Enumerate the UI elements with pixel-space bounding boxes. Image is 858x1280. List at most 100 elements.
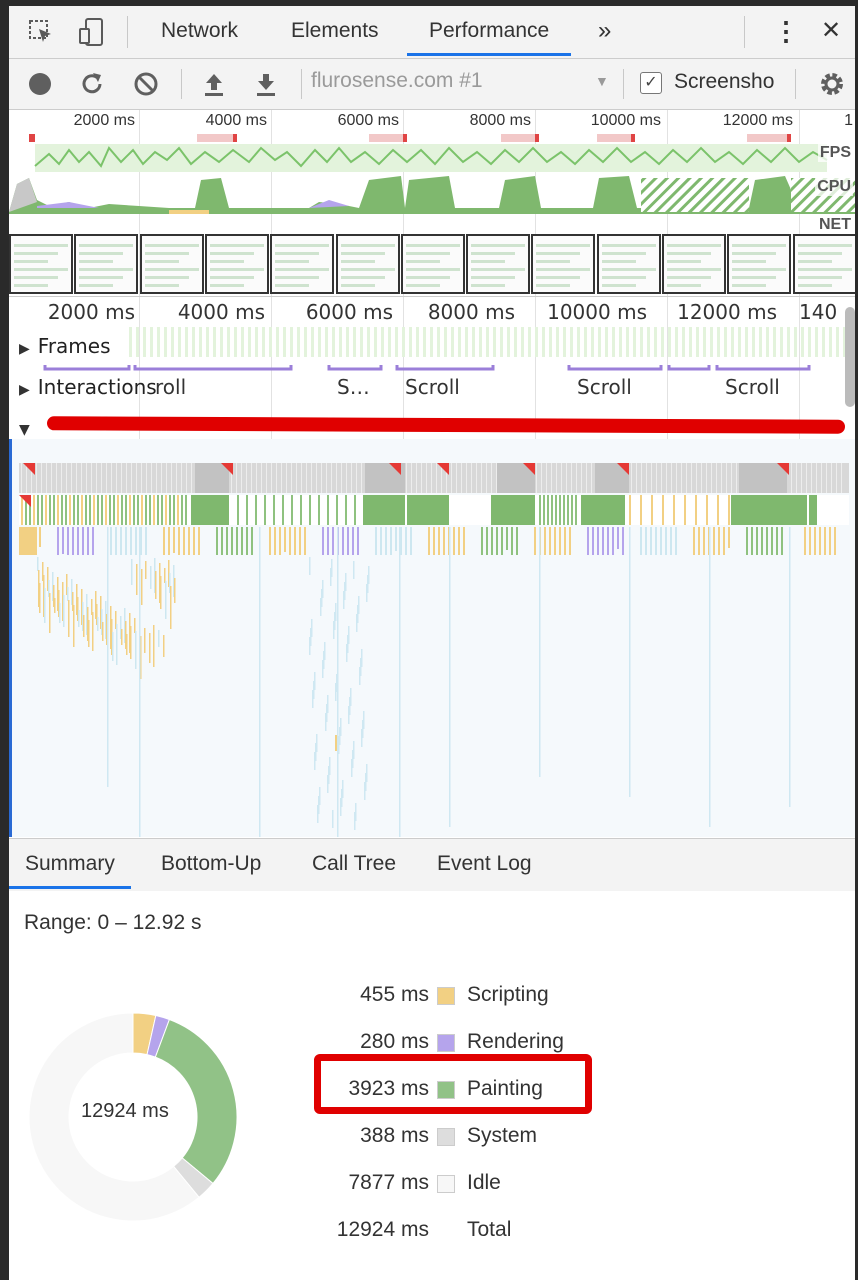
task-divider: [66, 463, 67, 493]
paint-block: [407, 495, 449, 525]
tab-performance[interactable]: Performance: [407, 6, 572, 56]
frame-bar: [318, 327, 321, 357]
load-profile-icon[interactable]: [197, 67, 231, 101]
paint-event: [117, 495, 119, 525]
inspect-icon[interactable]: [23, 14, 59, 50]
screenshot-thumbnail[interactable]: [335, 234, 400, 294]
task-divider: [826, 463, 827, 493]
frame-bar: [353, 327, 356, 357]
screenshots-checkbox[interactable]: ✓: [640, 72, 662, 94]
paint-event: [41, 495, 43, 525]
trace-event: [350, 688, 352, 706]
frame-bar: [563, 327, 566, 357]
tab-bottom-up[interactable]: Bottom-Up: [161, 852, 262, 875]
trace-event: [342, 780, 344, 798]
device-toolbar-icon[interactable]: [73, 14, 109, 50]
task-divider: [236, 463, 237, 493]
kebab-menu-icon[interactable]: ⋮: [773, 16, 799, 46]
screenshot-thumbnail[interactable]: [792, 234, 855, 294]
screenshot-thumbnail[interactable]: [204, 234, 269, 294]
timeline-overview[interactable]: 2000 ms 4000 ms 6000 ms 8000 ms 10000 ms…: [9, 110, 855, 297]
flame-chart[interactable]: 2000 ms 4000 ms 6000 ms 8000 ms 10000 ms…: [9, 297, 855, 837]
reload-record-icon[interactable]: [75, 67, 109, 101]
frame-bar: [570, 327, 573, 357]
frame-bar: [402, 327, 405, 357]
tab-summary[interactable]: Summary: [9, 839, 131, 889]
legend-swatch: [437, 1081, 455, 1099]
tab-event-log[interactable]: Event Log: [437, 852, 532, 875]
tab-network[interactable]: Network: [161, 19, 239, 42]
trace-event: [155, 571, 157, 599]
trace-event: [322, 527, 324, 555]
record-icon[interactable]: [23, 67, 57, 101]
trace-event: [336, 674, 338, 692]
frame-bar: [731, 327, 734, 357]
paint-event: [149, 495, 151, 525]
frame-bar: [766, 327, 769, 357]
more-tabs-icon[interactable]: »: [598, 17, 612, 44]
paint-event: [255, 495, 257, 525]
task-divider: [461, 463, 462, 493]
main-thread-track-label[interactable]: ▼: [19, 422, 30, 438]
task-divider: [231, 463, 232, 493]
summary-panel: Range: 0 – 12.92 s 12924 ms 455 ms Script…: [9, 891, 855, 1280]
screenshot-thumbnail[interactable]: [139, 234, 204, 294]
trace-event: [390, 527, 392, 555]
task-divider: [676, 463, 677, 493]
trace-event: [125, 621, 127, 649]
frame-bar: [220, 327, 223, 357]
frame-bar: [696, 327, 699, 357]
frame-bar: [815, 327, 818, 357]
trace-event: [458, 527, 460, 555]
gear-icon[interactable]: [815, 67, 849, 101]
screenshot-thumbnail[interactable]: [727, 234, 792, 294]
task-divider: [331, 463, 332, 493]
trace-event: [829, 527, 831, 555]
long-task-marker: [617, 463, 629, 475]
trace-event: [361, 729, 363, 747]
frame-bar: [367, 327, 370, 357]
trace-event: [549, 527, 551, 555]
close-icon[interactable]: ✕: [821, 17, 842, 44]
screenshot-thumbnail[interactable]: [270, 234, 335, 294]
trace-event: [173, 565, 175, 597]
screenshot-thumbnail[interactable]: [531, 234, 596, 294]
clear-icon[interactable]: [129, 67, 163, 101]
trace-event: [433, 527, 435, 555]
task-divider: [831, 463, 832, 493]
trace-event: [751, 527, 753, 555]
screenshot-thumbnail[interactable]: [662, 234, 726, 294]
tab-call-tree[interactable]: Call Tree: [312, 852, 397, 875]
trace-event: [746, 527, 748, 555]
save-profile-icon[interactable]: [249, 67, 283, 101]
screenshot-thumbnail[interactable]: [9, 234, 73, 294]
frame-bar: [528, 327, 531, 357]
trace-event: [120, 616, 122, 639]
trace-event: [72, 592, 74, 611]
trace-event: [362, 720, 364, 738]
screenshot-thumbnail[interactable]: [400, 234, 465, 294]
screenshot-thumbnail[interactable]: [466, 234, 531, 294]
interactions-track-label[interactable]: ▶ Interactions: [19, 375, 157, 399]
frames-track-label[interactable]: ▶ Frames: [19, 334, 111, 358]
trace-event: [87, 527, 89, 555]
paint-event: [551, 495, 553, 525]
screenshot-filmstrip[interactable]: [9, 234, 855, 294]
trace-event: [728, 527, 730, 548]
target-select[interactable]: flurosense.com #1: [311, 69, 483, 92]
trace-event: [115, 527, 117, 555]
trace-event: [241, 527, 243, 555]
task-divider: [116, 463, 117, 493]
trace-event: [766, 527, 768, 555]
paint-event: [345, 495, 347, 525]
legend-row-painting: 3923 ms Painting: [279, 1077, 599, 1107]
tab-elements[interactable]: Elements: [291, 19, 379, 42]
screenshot-thumbnail[interactable]: [74, 234, 139, 294]
screenshot-thumbnail[interactable]: [596, 234, 661, 294]
trace-event: [375, 527, 377, 555]
trace-event: [357, 527, 359, 555]
trace-event: [564, 527, 566, 555]
legend-name: Painting: [467, 1077, 543, 1100]
flame-scrollbar[interactable]: [845, 307, 855, 407]
trace-event: [251, 527, 253, 555]
